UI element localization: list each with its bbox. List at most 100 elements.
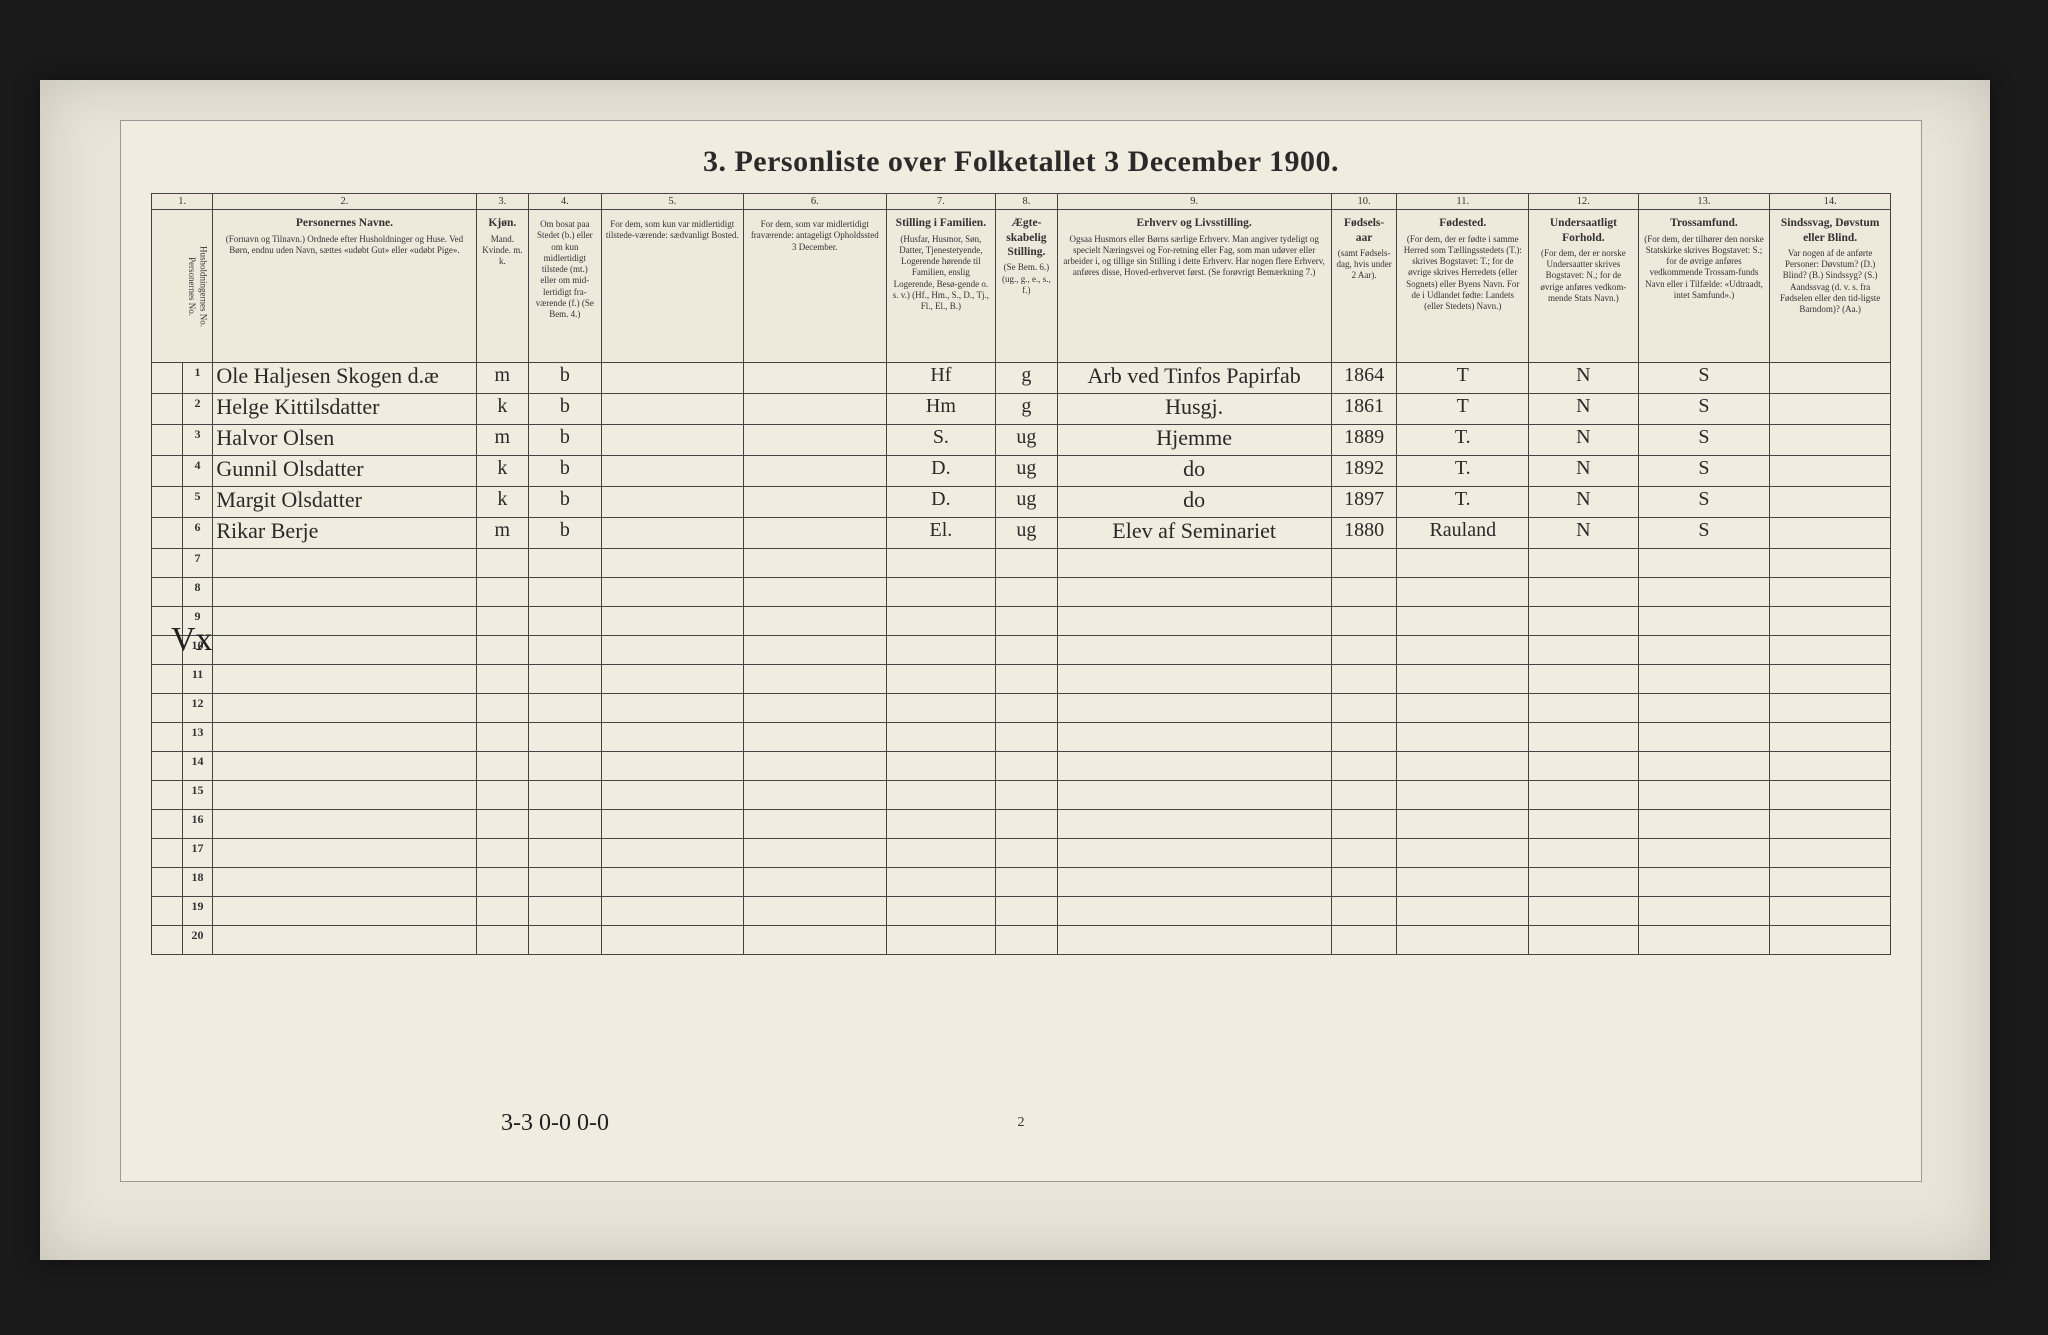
colnum: 11. (1397, 194, 1529, 210)
cell-empty (1770, 868, 1891, 897)
cell-nationality: N (1529, 363, 1639, 394)
cell-empty (996, 897, 1057, 926)
cell-empty (886, 781, 996, 810)
cell-empty (601, 723, 744, 752)
cell-empty (529, 897, 601, 926)
person-no: 20 (182, 926, 213, 955)
cell-empty (529, 839, 601, 868)
colhead-2: Personernes Navne.(Fornavn og Tilnavn.) … (213, 210, 476, 363)
cell-empty (1529, 752, 1639, 781)
cell-empty (1331, 607, 1397, 636)
cell-occupation: do (1057, 487, 1331, 518)
cell-empty (996, 810, 1057, 839)
cell-empty (886, 897, 996, 926)
cell-empty (1770, 694, 1891, 723)
cell-temp-present (601, 363, 744, 394)
person-no: 6 (182, 518, 213, 549)
cell-empty (1770, 723, 1891, 752)
cell-empty (1057, 723, 1331, 752)
cell-name: Halvor Olsen (213, 425, 476, 456)
cell-empty (1331, 868, 1397, 897)
margin-annotation: Vx (171, 621, 213, 659)
colnum: 14. (1770, 194, 1891, 210)
cell-empty (1057, 897, 1331, 926)
cell-name: Gunnil Olsdatter (213, 456, 476, 487)
household-no (152, 723, 183, 752)
cell-empty (886, 723, 996, 752)
cell-empty (601, 839, 744, 868)
household-no (152, 839, 183, 868)
cell-empty (886, 694, 996, 723)
census-table: 1. 2. 3. 4. 5. 6. 7. 8. 9. 10. 11. 12. 1… (151, 193, 1891, 955)
person-no: 16 (182, 810, 213, 839)
cell-empty (601, 810, 744, 839)
cell-empty (1638, 781, 1770, 810)
cell-empty (744, 636, 887, 665)
cell-empty (476, 636, 529, 665)
cell-empty (744, 607, 887, 636)
cell-birthplace: T. (1397, 456, 1529, 487)
cell-empty (1331, 897, 1397, 926)
cell-empty (744, 549, 887, 578)
colnum: 3. (476, 194, 529, 210)
household-no (152, 549, 183, 578)
cell-empty (1331, 723, 1397, 752)
cell-empty (213, 549, 476, 578)
cell-empty (1529, 578, 1639, 607)
colnum: 10. (1331, 194, 1397, 210)
cell-temp-absent (744, 394, 887, 425)
cell-empty (1331, 839, 1397, 868)
colhead-14: Sindssvag, Døvstum eller Blind.Var nogen… (1770, 210, 1891, 363)
scanner-frame: 3. Personliste over Folketallet 3 Decemb… (40, 80, 1990, 1260)
cell-empty (476, 607, 529, 636)
cell-empty (601, 926, 744, 955)
cell-nationality: N (1529, 456, 1639, 487)
cell-sex: m (476, 518, 529, 549)
table-body: 1Ole Haljesen Skogen d.æmbHfgArb ved Tin… (152, 363, 1891, 955)
cell-occupation: Elev af Seminariet (1057, 518, 1331, 549)
colhead-4: Om bosat paa Stedet (b.) eller om kun mi… (529, 210, 601, 363)
cell-empty (529, 549, 601, 578)
cell-empty (1057, 636, 1331, 665)
household-no (152, 752, 183, 781)
cell-empty (601, 868, 744, 897)
cell-empty (744, 694, 887, 723)
cell-empty (213, 839, 476, 868)
cell-marital: ug (996, 518, 1057, 549)
household-no (152, 781, 183, 810)
cell-empty (601, 578, 744, 607)
cell-empty (1770, 810, 1891, 839)
colnum: 8. (996, 194, 1057, 210)
cell-empty (1057, 752, 1331, 781)
colnum: 13. (1638, 194, 1770, 210)
cell-disability (1770, 363, 1891, 394)
cell-empty (886, 549, 996, 578)
cell-empty (1638, 636, 1770, 665)
cell-empty (996, 723, 1057, 752)
table-row: 2Helge KittilsdatterkbHmgHusgj.1861TNS (152, 394, 1891, 425)
household-no (152, 694, 183, 723)
cell-empty (886, 607, 996, 636)
person-no: 18 (182, 868, 213, 897)
cell-empty (1638, 868, 1770, 897)
cell-empty (529, 752, 601, 781)
cell-disability (1770, 394, 1891, 425)
cell-temp-absent (744, 487, 887, 518)
cell-empty (601, 549, 744, 578)
cell-empty (213, 578, 476, 607)
household-no (152, 897, 183, 926)
cell-empty (1057, 810, 1331, 839)
cell-empty (1397, 752, 1529, 781)
table-row: 3Halvor OlsenmbS.ugHjemme1889T.NS (152, 425, 1891, 456)
cell-temp-present (601, 394, 744, 425)
cell-empty (996, 694, 1057, 723)
cell-disability (1770, 456, 1891, 487)
colnum: 5. (601, 194, 744, 210)
cell-empty (476, 810, 529, 839)
colhead-9: Erhverv og Livsstilling.Ogsaa Husmors el… (1057, 210, 1331, 363)
cell-empty (1397, 839, 1529, 868)
cell-empty (476, 549, 529, 578)
cell-birthplace: Rauland (1397, 518, 1529, 549)
table-row: 18 (152, 868, 1891, 897)
table-row: 15 (152, 781, 1891, 810)
